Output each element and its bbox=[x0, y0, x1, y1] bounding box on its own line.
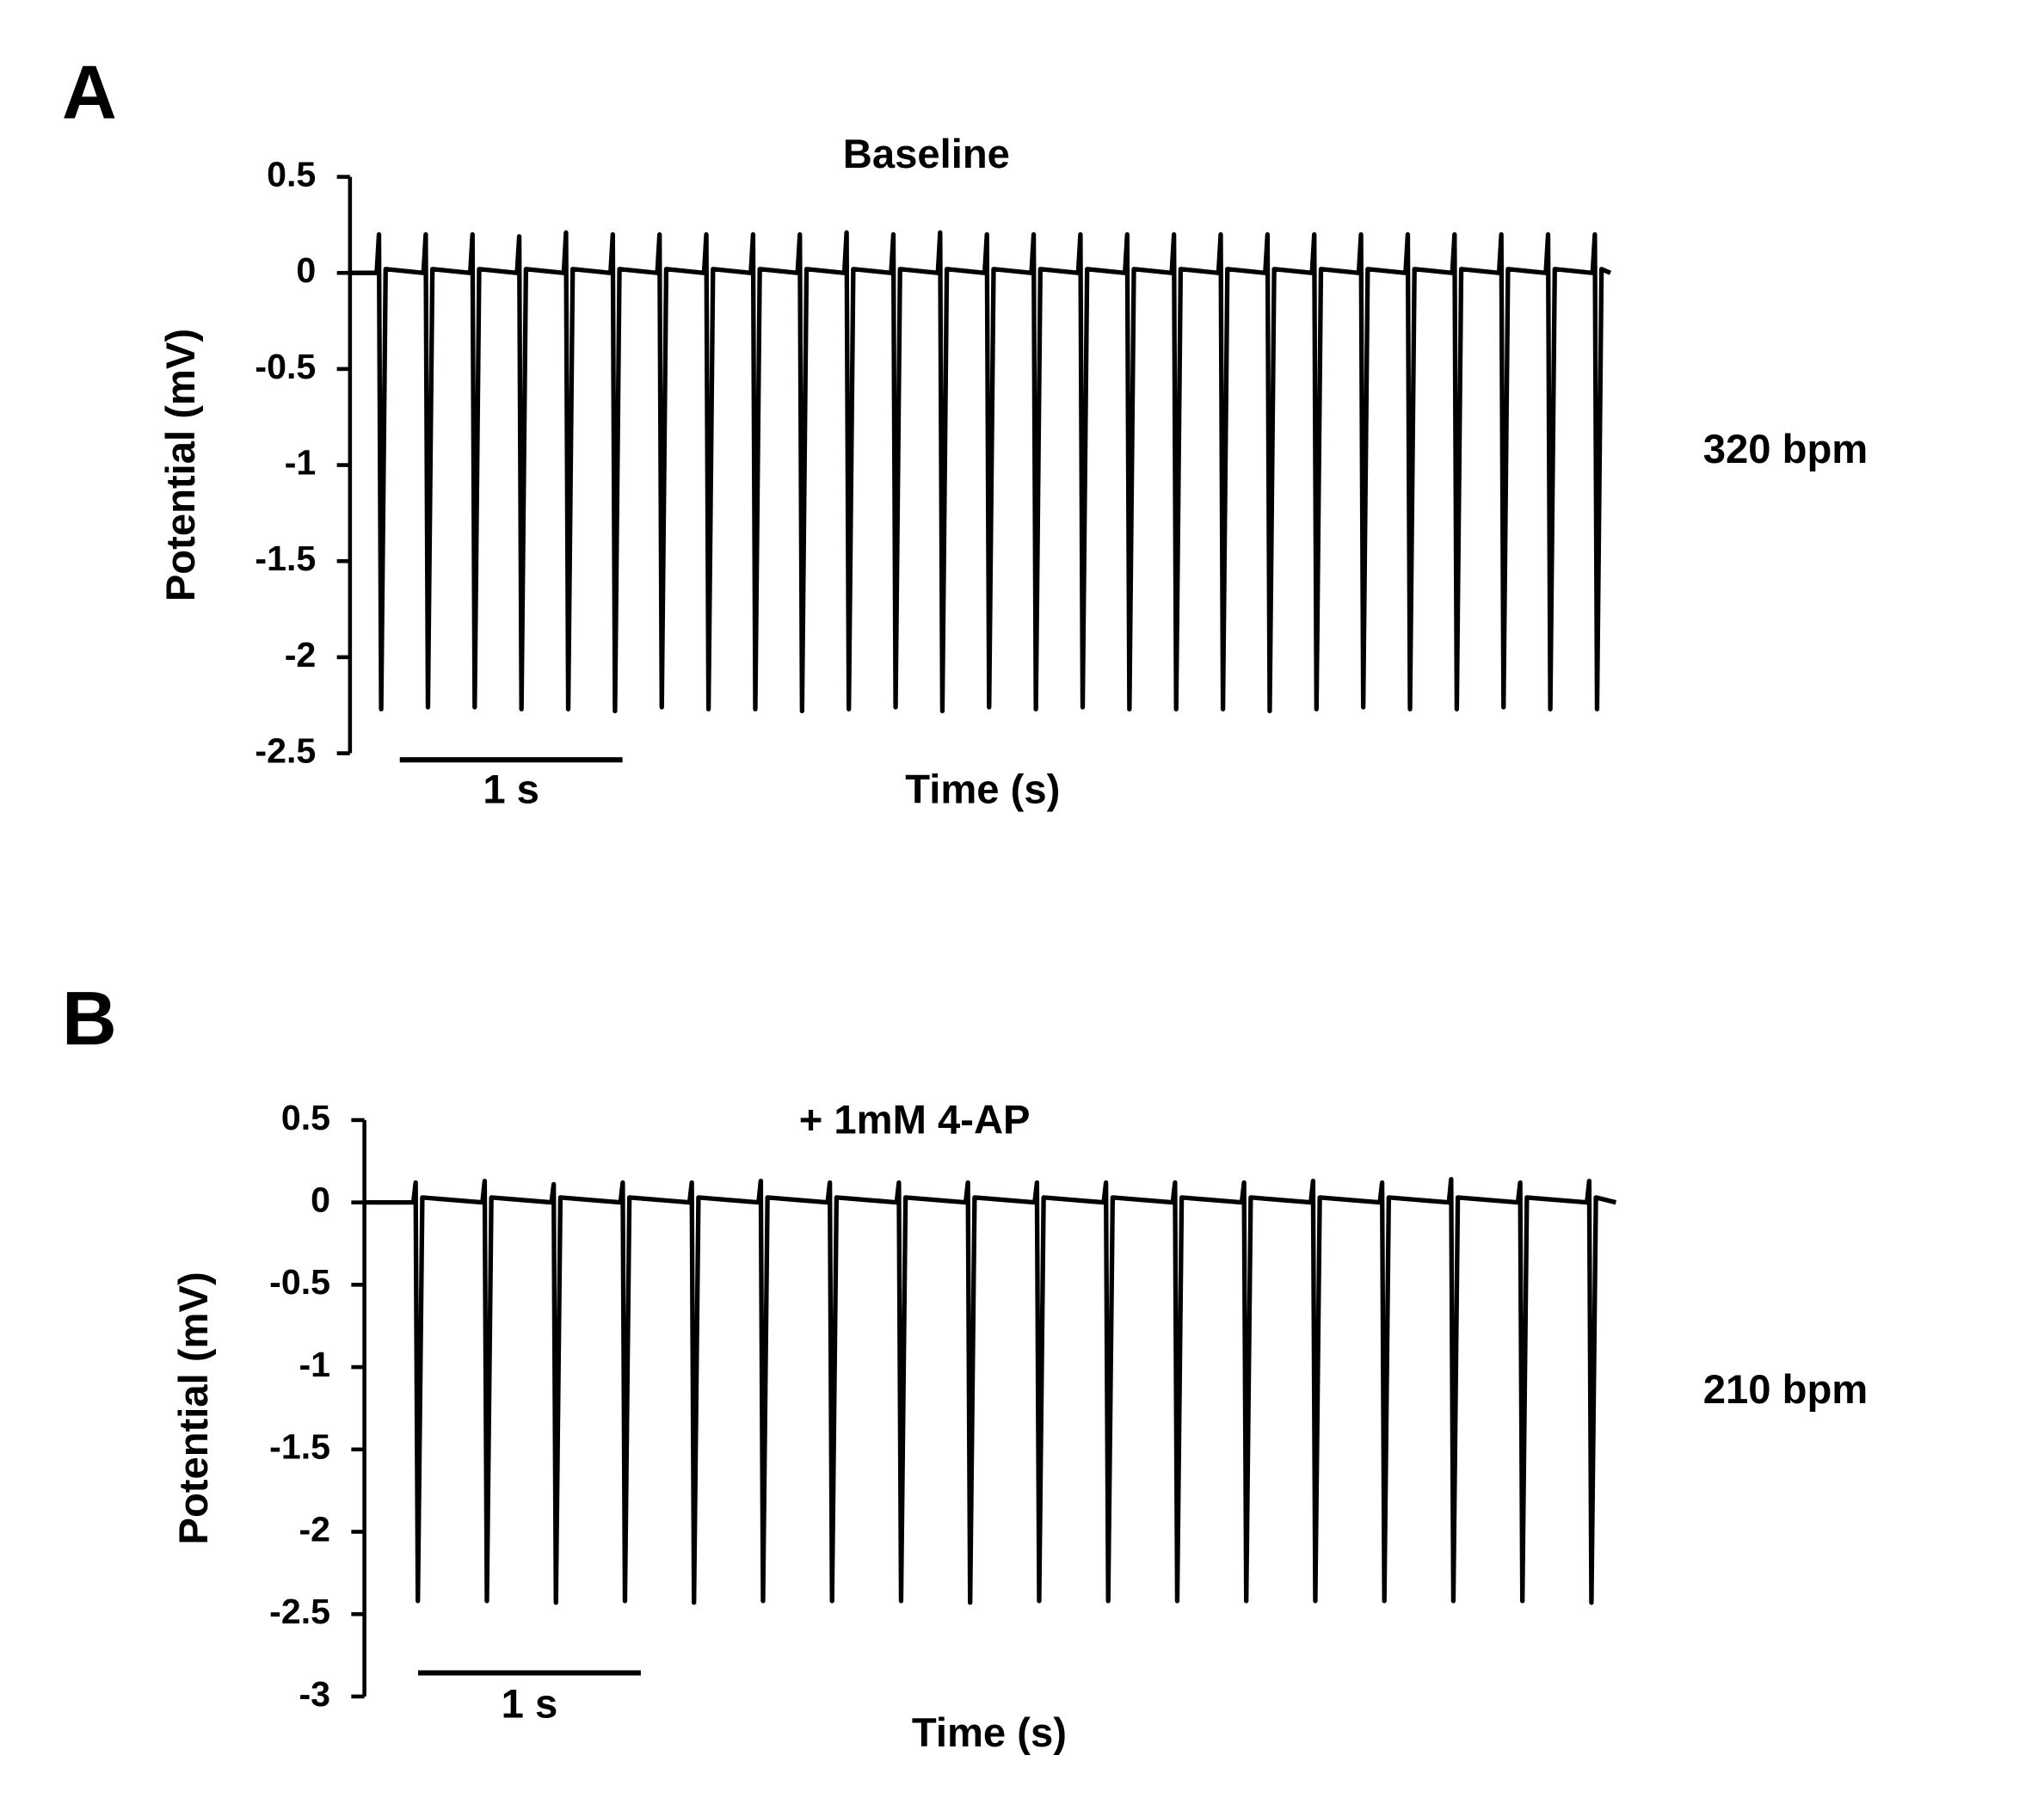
y-tick-label: -1.5 bbox=[269, 1427, 330, 1467]
chart-title: + 1mM 4-AP bbox=[799, 1097, 1031, 1143]
panel-label: A bbox=[62, 50, 117, 135]
y-tick-label: -3 bbox=[299, 1674, 330, 1714]
y-tick-label: 0.5 bbox=[267, 154, 316, 194]
x-axis-label: Time (s) bbox=[912, 1710, 1067, 1756]
y-tick-label: -1.5 bbox=[255, 539, 316, 578]
y-tick-label: -1 bbox=[299, 1345, 330, 1384]
y-axis-label: Potential (mV) bbox=[171, 1272, 217, 1544]
x-axis-label: Time (s) bbox=[905, 767, 1060, 813]
chart-title: Baseline bbox=[843, 132, 1010, 177]
rate-annotation: 210 bpm bbox=[1703, 1367, 1868, 1413]
y-tick-label: 0.5 bbox=[281, 1098, 330, 1137]
y-tick-label: -1 bbox=[285, 442, 317, 482]
y-tick-label: 0 bbox=[296, 250, 316, 290]
y-tick-label: -2.5 bbox=[269, 1592, 330, 1631]
y-tick-label: 0 bbox=[311, 1180, 330, 1219]
trace-line bbox=[364, 1177, 1617, 1605]
y-tick-label: -0.5 bbox=[269, 1262, 330, 1302]
trace-line bbox=[349, 230, 1612, 714]
y-axis-label: Potential (mV) bbox=[158, 329, 204, 601]
y-tick-label: -0.5 bbox=[255, 347, 316, 386]
y-tick-label: -2.5 bbox=[255, 730, 316, 770]
y-tick-label: -2 bbox=[285, 635, 317, 674]
y-tick-label: -2 bbox=[299, 1509, 330, 1549]
rate-annotation: 320 bpm bbox=[1703, 427, 1868, 472]
scale-bar-label: 1 s bbox=[502, 1682, 558, 1728]
panel-label: B bbox=[62, 976, 117, 1061]
scale-bar-label: 1 s bbox=[483, 767, 539, 813]
